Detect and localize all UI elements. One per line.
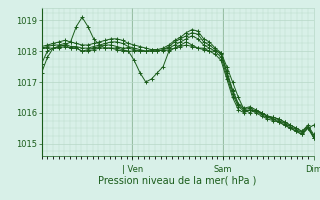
X-axis label: Pression niveau de la mer( hPa ): Pression niveau de la mer( hPa ): [99, 175, 257, 185]
